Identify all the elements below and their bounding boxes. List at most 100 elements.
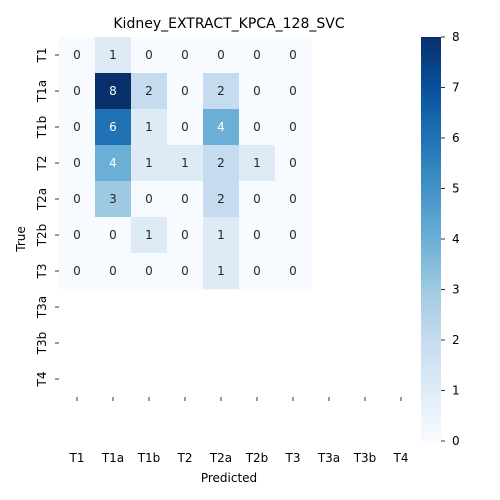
cell-value-label: 1 [145,228,153,242]
heatmap-cell [95,181,132,218]
heatmap-cell [239,217,276,254]
heatmap-cell [131,109,168,146]
y-tick-label: T2a [35,188,49,211]
cell-value-label: 0 [253,228,261,242]
x-tick-label: T2a [209,451,232,465]
heatmap-cell [203,109,240,146]
heatmap-cell [275,145,312,182]
colorbar-tick-label: 3 [452,283,460,297]
heatmap-cell [167,253,204,290]
cell-value-label: 1 [181,156,189,170]
x-tick-label: T3b [353,451,377,465]
colorbar-ticks: 0 1 2 3 4 5 6 7 8 [441,30,460,448]
cell-value-label: 0 [109,228,117,242]
heatmap-cell [275,73,312,110]
cell-value-label: 0 [145,48,153,62]
heatmap-cell [59,253,96,290]
cell-value-label: 3 [109,192,117,206]
heatmap-cell [203,145,240,182]
x-tick-label: T3 [285,451,301,465]
heatmap-cell [203,37,240,74]
cell-value-label: 0 [181,48,189,62]
y-tick-label: T1b [35,116,49,140]
heatmap-cell [131,73,168,110]
cell-value-label: 0 [73,120,81,134]
cell-value-label: 6 [109,120,117,134]
cell-value-label: 0 [289,84,297,98]
y-tick-label: T3 [35,264,49,280]
heatmap-cell [275,181,312,218]
x-tick-label: T2b [245,451,269,465]
colorbar-tick-label: 2 [452,333,460,347]
cell-value-label: 0 [253,48,261,62]
y-axis-label: True [14,226,28,253]
cell-value-label: 0 [145,192,153,206]
heatmap-cell [95,253,132,290]
x-tick-label: T3a [317,451,340,465]
cell-value-label: 0 [253,264,261,278]
heatmap-cell [131,181,168,218]
heatmap-cell [239,253,276,290]
colorbar-tick-label: 4 [452,232,460,246]
cell-value-label: 0 [181,120,189,134]
cell-value-label: 1 [253,156,261,170]
cell-value-label: 0 [289,192,297,206]
cell-value-label: 1 [109,48,117,62]
cell-value-label: 0 [181,84,189,98]
y-tick-label: T3b [35,332,49,356]
cell-value-label: 0 [73,264,81,278]
colorbar [421,37,441,441]
cell-value-label: 0 [181,192,189,206]
cell-value-label: 0 [145,264,153,278]
heatmap-cell [275,109,312,146]
cell-value-label: 2 [217,84,225,98]
cell-value-label: 0 [181,264,189,278]
x-tick-label: T4 [393,451,409,465]
heatmap-cell [95,37,132,74]
colorbar-tick-label: 8 [452,30,460,44]
heatmap-cell [275,217,312,254]
cell-value-label: 0 [73,192,81,206]
heatmap-cell [131,253,168,290]
colorbar-tick-label: 5 [452,182,460,196]
heatmap-cell [95,217,132,254]
heatmap-cell [239,181,276,218]
cell-value-label: 0 [289,120,297,134]
colorbar-tick-label: 6 [452,131,460,145]
heatmap-cell [239,145,276,182]
cell-value-label: 2 [145,84,153,98]
cell-value-label: 1 [217,228,225,242]
cell-value-label: 2 [217,156,225,170]
heatmap-cell [167,37,204,74]
colorbar-tick-label: 7 [452,81,460,95]
cell-value-label: 0 [73,228,81,242]
cell-value-label: 1 [217,264,225,278]
heatmap-cell [95,109,132,146]
heatmap-cell [59,217,96,254]
y-tick-label: T4 [35,372,49,388]
heatmap-cell [59,73,96,110]
colorbar-tick-label: 1 [452,384,460,398]
heatmap-cell [203,73,240,110]
heatmap-cell [95,73,132,110]
heatmap-cell [203,253,240,290]
cell-value-label: 0 [253,120,261,134]
cell-value-label: 4 [109,156,117,170]
heatmap-cell [275,253,312,290]
heatmap-cells [59,37,312,290]
cell-value-label: 0 [253,84,261,98]
heatmap-cell [203,181,240,218]
cell-value-label: 4 [217,120,225,134]
cell-value-label: 0 [253,192,261,206]
heatmap-cell [59,145,96,182]
chart-title: Kidney_EXTRACT_KPCA_128_SVC [113,16,344,32]
cell-value-label: 1 [145,156,153,170]
cell-value-label: 8 [109,84,117,98]
cell-value-label: 2 [217,192,225,206]
heatmap-cell [59,109,96,146]
cell-value-label: 0 [217,48,225,62]
heatmap-cell [239,73,276,110]
x-axis-ticks: T1 T1a T1b T2 T2a T2b T3 T3a T3b T4 [69,397,409,465]
cell-value-label: 0 [289,228,297,242]
heatmap-cell [131,37,168,74]
